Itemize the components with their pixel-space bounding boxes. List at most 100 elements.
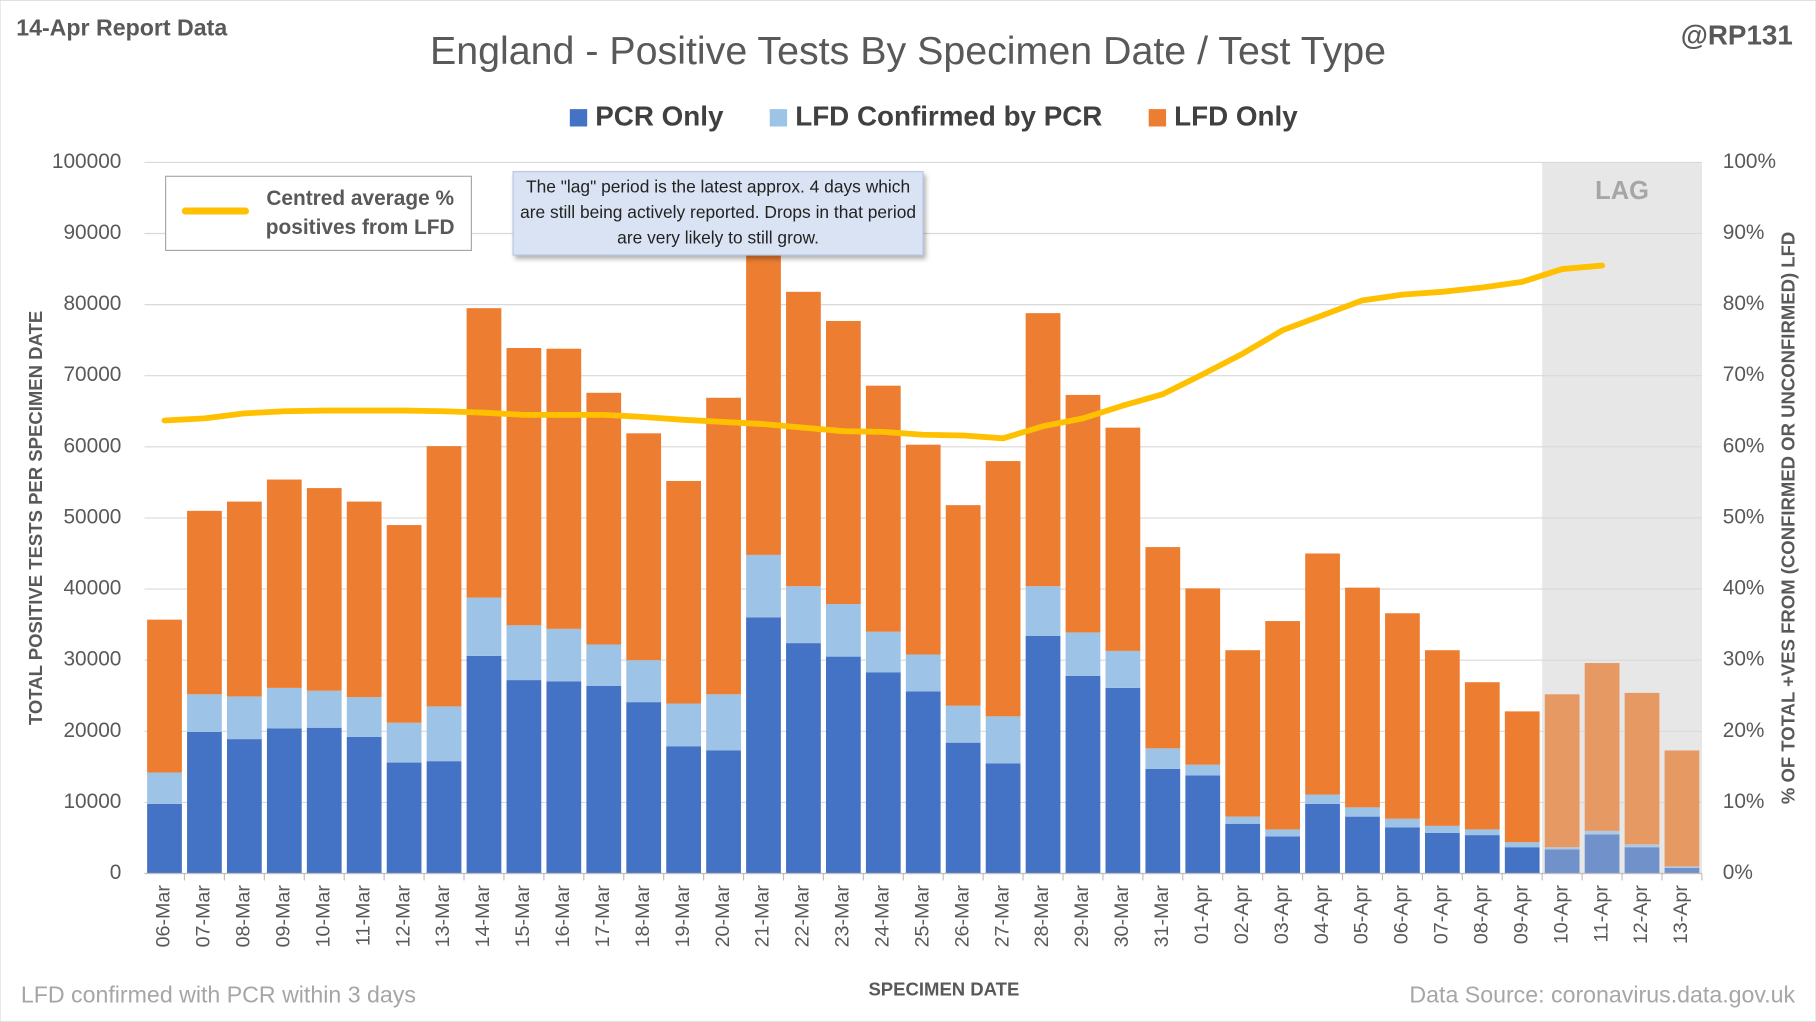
bar: [1025, 635, 1061, 874]
bar: [386, 722, 422, 763]
x-tick-label: 27-Mar: [991, 885, 1013, 948]
bar: [706, 750, 741, 874]
y-tick-label: 30000: [63, 648, 121, 671]
bar: [147, 772, 182, 804]
bar: [187, 731, 222, 874]
y2-tick-label: 60%: [1723, 434, 1765, 457]
lag-label: LAG: [1595, 177, 1649, 205]
bar: [1584, 663, 1620, 831]
bar: [706, 397, 741, 695]
bar: [905, 444, 941, 655]
x-axis-label: SPECIMEN DATE: [868, 978, 1019, 999]
x-tick-label: 17-Mar: [592, 885, 614, 948]
bar: [586, 685, 622, 874]
bar: [306, 690, 342, 728]
y-tick-label: 70000: [63, 363, 121, 386]
bar: [1185, 775, 1221, 874]
bar: [1504, 711, 1540, 843]
legend-label: LFD Confirmed by PCR: [795, 101, 1102, 132]
bar: [1504, 842, 1540, 848]
x-tick-label: 26-Mar: [951, 885, 973, 948]
bar: [666, 703, 702, 747]
bar: [825, 320, 861, 604]
x-tick-label: 05-Apr: [1351, 885, 1373, 944]
bar: [306, 727, 342, 874]
bar: [226, 501, 262, 697]
bar: [1664, 750, 1700, 867]
y-tick-label: 60000: [63, 434, 121, 457]
bar: [1305, 803, 1340, 874]
bar: [1464, 829, 1500, 836]
y-tick-label: 80000: [63, 292, 121, 315]
x-tick-label: 25-Mar: [911, 885, 933, 948]
annotation-text: The "lag" period is the latest approx. 4…: [520, 177, 917, 249]
bar: [386, 762, 422, 874]
y-tick-label: 90000: [63, 221, 121, 244]
bar: [626, 433, 662, 661]
bar: [506, 680, 542, 874]
y2-axis-label: % OF TOTAL +VES FROM (CONFIRMED OR UNCON…: [1777, 232, 1798, 804]
bar: [187, 694, 222, 732]
bar: [187, 510, 222, 695]
bar: [1025, 313, 1061, 587]
y2-tick-label: 0%: [1723, 861, 1753, 884]
annotation: The "lag" period is the latest approx. 4…: [520, 177, 917, 249]
bar: [546, 681, 582, 874]
bar: [706, 694, 741, 751]
line: [161, 262, 1605, 442]
bar: [746, 554, 781, 618]
x-tick-label: 02-Apr: [1231, 885, 1253, 944]
x-tick-label: 13-Mar: [432, 885, 454, 948]
overlay: LAG 0 10000 20000 30000 40000 50000 60000 70000 8…: [52, 101, 1776, 948]
x-tick-label: 04-Apr: [1311, 885, 1333, 944]
y-tick-label: 50000: [63, 505, 121, 528]
bar: [546, 628, 582, 682]
bar: [1624, 844, 1660, 848]
y2-tick-label: 90%: [1723, 221, 1765, 244]
bar: [1105, 427, 1141, 651]
bar: [1424, 825, 1460, 833]
bar: [865, 672, 901, 874]
bar: [1065, 675, 1101, 874]
bar: [1145, 547, 1181, 749]
bar: [1345, 587, 1380, 808]
bar: [865, 631, 901, 673]
bar: [226, 739, 262, 874]
x-tick-label: 22-Mar: [792, 885, 814, 948]
bar: [1105, 650, 1141, 688]
bar: [426, 761, 462, 874]
bar: [1385, 613, 1420, 819]
bar: [426, 706, 462, 762]
bar: [1025, 586, 1061, 636]
lag: [1542, 162, 1702, 874]
bar: [1065, 394, 1101, 633]
bar: [1265, 836, 1300, 874]
bar: [147, 619, 182, 773]
x-tick-label: 20-Mar: [712, 885, 734, 948]
bar: [586, 644, 622, 686]
y2-tick-label: 80%: [1723, 292, 1765, 315]
y-tick-label: 0: [110, 861, 122, 884]
bar: [1225, 823, 1261, 874]
bar: [1185, 588, 1221, 765]
bar: [1664, 867, 1700, 874]
bar: [226, 696, 262, 740]
x-tick-label: 01-Apr: [1191, 885, 1213, 944]
bar: [1345, 816, 1380, 874]
bar: [1065, 632, 1101, 676]
x-tick-label: 10-Apr: [1550, 885, 1572, 944]
bar: [1584, 834, 1620, 874]
y-tick-label: 10000: [63, 790, 121, 813]
bar: [266, 687, 302, 729]
x-tick-label: 07-Mar: [193, 885, 215, 948]
bar: [626, 660, 662, 703]
bar: [945, 705, 981, 743]
report-label: 14-Apr Report Data: [16, 14, 228, 40]
bar: [1185, 764, 1221, 776]
y-tick-label: 20000: [63, 719, 121, 742]
bar: [426, 446, 462, 707]
lag-overlay: [1542, 162, 1702, 874]
bar: [985, 763, 1021, 874]
bar: [786, 643, 821, 874]
